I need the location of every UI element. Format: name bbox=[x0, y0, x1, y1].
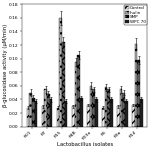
Legend: Control, Inulin, SMP, WPC 70: Control, Inulin, SMP, WPC 70 bbox=[124, 5, 147, 25]
Bar bbox=[140, 99, 143, 127]
Bar bbox=[107, 89, 110, 127]
Bar bbox=[29, 93, 32, 127]
Bar bbox=[92, 89, 95, 127]
Bar bbox=[105, 87, 107, 127]
Bar bbox=[35, 101, 37, 127]
Bar bbox=[50, 99, 52, 127]
Bar bbox=[117, 106, 120, 127]
Bar bbox=[72, 106, 75, 127]
Bar bbox=[95, 99, 98, 127]
Bar bbox=[102, 108, 105, 127]
Bar bbox=[57, 108, 60, 127]
Bar bbox=[132, 105, 135, 127]
Bar bbox=[110, 99, 113, 127]
Bar bbox=[137, 60, 140, 127]
Bar bbox=[62, 42, 65, 127]
Bar bbox=[47, 94, 50, 127]
X-axis label: Lactobacillus isolates: Lactobacillus isolates bbox=[57, 142, 113, 147]
Bar bbox=[90, 86, 92, 127]
Bar bbox=[27, 108, 29, 127]
Bar bbox=[75, 62, 77, 127]
Bar bbox=[60, 18, 62, 127]
Bar bbox=[80, 98, 83, 127]
Bar bbox=[125, 101, 128, 127]
Bar bbox=[120, 89, 122, 127]
Bar bbox=[122, 93, 125, 127]
Bar bbox=[44, 89, 47, 127]
Bar bbox=[87, 105, 90, 127]
Bar bbox=[42, 106, 44, 127]
Bar bbox=[77, 55, 80, 127]
Y-axis label: β-glucosidase activity (μM/min): β-glucosidase activity (μM/min) bbox=[3, 24, 8, 107]
Bar bbox=[135, 44, 137, 127]
Bar bbox=[65, 101, 68, 127]
Bar bbox=[32, 98, 35, 127]
